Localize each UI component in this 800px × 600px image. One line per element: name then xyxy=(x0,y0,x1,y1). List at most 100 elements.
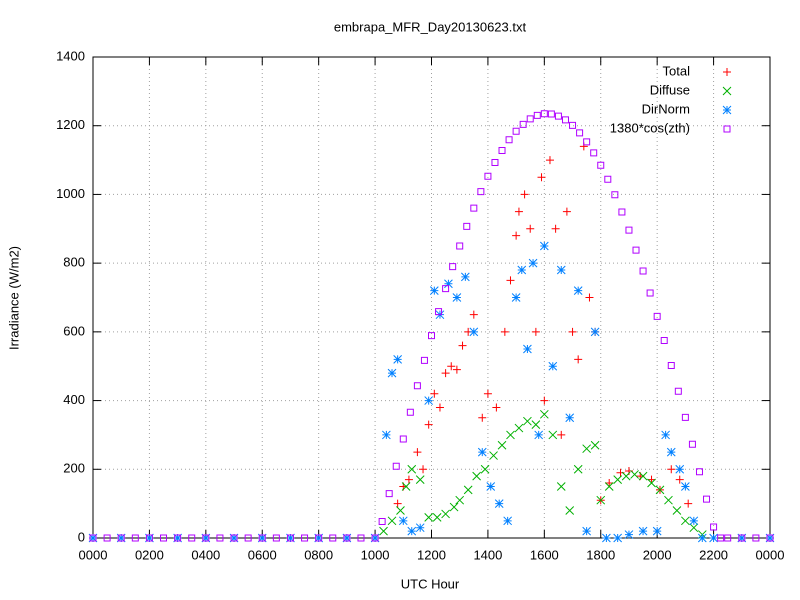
point xyxy=(710,523,718,531)
point xyxy=(244,534,252,542)
point xyxy=(625,226,633,234)
x-tick-label: 0200 xyxy=(135,547,164,562)
point xyxy=(514,423,524,433)
point xyxy=(766,534,774,542)
point xyxy=(472,471,481,481)
point xyxy=(498,146,506,154)
point xyxy=(117,534,125,542)
point xyxy=(752,534,760,542)
legend-label: Total xyxy=(663,63,691,78)
point xyxy=(519,120,527,128)
point xyxy=(229,533,239,543)
point xyxy=(429,286,439,295)
point xyxy=(681,413,689,421)
point xyxy=(463,222,471,230)
point xyxy=(638,471,648,481)
point xyxy=(286,533,295,543)
point xyxy=(585,293,594,302)
legend-marker xyxy=(723,68,731,76)
x-tick-label: 0000 xyxy=(79,547,108,562)
point xyxy=(684,499,693,508)
point xyxy=(470,204,478,212)
point xyxy=(407,526,417,536)
point xyxy=(342,533,352,543)
point xyxy=(562,207,571,216)
point xyxy=(667,465,676,474)
point xyxy=(477,188,485,196)
point xyxy=(387,368,397,378)
y-tick-label: 600 xyxy=(63,323,85,338)
point xyxy=(343,534,351,542)
y-tick-label: 1000 xyxy=(56,186,85,201)
point xyxy=(717,534,725,542)
point xyxy=(646,289,654,297)
x-tick-label: 2200 xyxy=(699,547,728,562)
point xyxy=(511,293,521,302)
point xyxy=(551,224,560,233)
x-tick-label: 1800 xyxy=(586,547,615,562)
point xyxy=(523,344,532,354)
point xyxy=(399,435,407,443)
point xyxy=(415,523,425,533)
point xyxy=(506,430,515,440)
point xyxy=(506,276,515,285)
y-axis-label: Irradiance (W/m2) xyxy=(6,246,21,350)
point xyxy=(430,389,439,398)
point xyxy=(520,190,529,199)
point xyxy=(174,534,182,542)
point xyxy=(590,149,598,157)
point xyxy=(357,534,365,542)
point xyxy=(455,495,465,505)
point xyxy=(514,207,523,216)
point xyxy=(387,516,397,526)
point xyxy=(528,258,538,268)
point xyxy=(703,495,711,503)
point xyxy=(456,242,464,250)
point xyxy=(505,136,513,144)
point xyxy=(667,362,675,370)
point xyxy=(512,231,521,240)
point xyxy=(548,361,558,371)
point xyxy=(428,332,435,340)
point xyxy=(573,286,583,295)
point xyxy=(420,356,428,364)
y-tick-label: 400 xyxy=(63,392,85,407)
point xyxy=(638,526,648,536)
x-tick-label: 0000 xyxy=(756,547,785,562)
point xyxy=(737,533,747,543)
y-tick-label: 1200 xyxy=(56,117,85,132)
point xyxy=(624,530,634,539)
point xyxy=(379,526,388,536)
point xyxy=(647,475,656,484)
point xyxy=(494,499,504,508)
legend-marker xyxy=(723,125,731,133)
point xyxy=(765,533,775,543)
point xyxy=(449,263,457,271)
point xyxy=(441,369,450,378)
point xyxy=(272,534,280,542)
point xyxy=(407,464,417,474)
point xyxy=(160,534,168,542)
point xyxy=(556,482,566,491)
point xyxy=(503,516,513,526)
point xyxy=(630,470,639,479)
point xyxy=(463,485,473,495)
point xyxy=(396,506,405,515)
point xyxy=(604,175,612,183)
point xyxy=(116,533,126,543)
plot-frame xyxy=(92,56,771,539)
point xyxy=(145,534,153,542)
point xyxy=(216,534,224,542)
point xyxy=(393,499,402,508)
point xyxy=(602,533,611,543)
point xyxy=(500,327,509,336)
point xyxy=(458,341,467,350)
point xyxy=(424,420,433,429)
point xyxy=(526,115,534,123)
point xyxy=(444,279,453,289)
point xyxy=(688,440,696,448)
point xyxy=(709,533,718,543)
point xyxy=(596,495,606,505)
legend-label: DirNorm xyxy=(642,101,690,116)
point xyxy=(449,502,459,512)
